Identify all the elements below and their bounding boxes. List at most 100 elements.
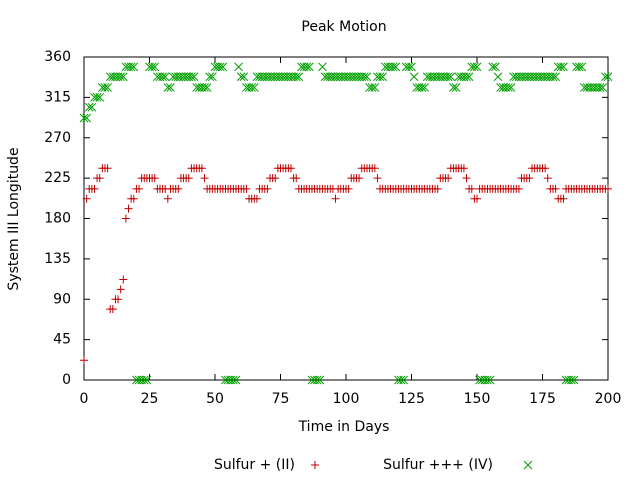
data-point: [559, 194, 568, 203]
data-point: [407, 62, 416, 72]
data-point: [577, 62, 587, 72]
x-tick-label: 50: [206, 391, 224, 407]
data-point: [114, 295, 123, 304]
data-point: [184, 174, 193, 183]
data-point: [234, 62, 243, 72]
x-tick-label: 0: [80, 391, 89, 407]
data-point: [150, 174, 159, 183]
data-point: [595, 83, 605, 92]
data-point: [504, 83, 513, 92]
x-tick-label: 100: [333, 391, 360, 407]
data-point: [163, 194, 172, 203]
data-point: [80, 356, 88, 365]
data-point: [604, 184, 612, 193]
legend-label: Sulfur +++ (IV): [383, 457, 493, 473]
data-point: [470, 62, 479, 72]
data-point: [103, 164, 112, 173]
y-tick-label: 225: [44, 170, 71, 186]
data-point: [569, 375, 579, 385]
data-point: [158, 72, 167, 82]
data-point: [139, 375, 149, 385]
data-point: [294, 72, 304, 82]
data-point: [100, 83, 110, 92]
data-point: [147, 62, 157, 72]
x-tick-label: 25: [141, 391, 159, 407]
data-point: [388, 62, 398, 72]
data-point: [355, 174, 364, 183]
data-point: [126, 62, 136, 72]
data-point: [95, 93, 105, 102]
data-point: [370, 164, 379, 173]
data-point: [291, 72, 301, 82]
y-tick-label: 45: [53, 332, 71, 348]
data-point: [252, 194, 261, 203]
data-point: [556, 62, 566, 72]
data-point: [236, 72, 246, 82]
data-point: [378, 72, 388, 82]
data-point: [200, 174, 209, 183]
data-point: [444, 174, 453, 183]
y-tick-label: 135: [44, 251, 71, 267]
x-tick-label: 125: [398, 391, 425, 407]
data-point: [451, 83, 461, 92]
data-point: [187, 72, 196, 82]
data-point: [525, 174, 534, 183]
data-point: [197, 164, 206, 173]
data-point: [116, 285, 125, 294]
data-point: [559, 62, 568, 72]
data-point: [121, 214, 130, 223]
data-point: [459, 164, 468, 173]
data-point: [263, 184, 272, 193]
data-point: [166, 83, 175, 92]
y-axis-label: System III Longitude: [6, 147, 22, 290]
data-point: [200, 83, 209, 92]
data-point: [247, 83, 257, 92]
y-tick-label: 360: [44, 49, 71, 65]
data-point: [95, 174, 104, 183]
data-point: [362, 72, 372, 82]
data-point: [449, 83, 458, 92]
data-point: [433, 184, 442, 193]
data-point: [551, 184, 560, 193]
data-point: [399, 375, 408, 385]
data-point: [129, 62, 139, 72]
data-point: [124, 204, 133, 213]
data-point: [108, 305, 117, 314]
data-point: [543, 174, 552, 183]
x-axis-label: Time in Days: [298, 419, 390, 435]
data-point: [118, 72, 128, 82]
data-point: [208, 72, 217, 82]
data-point: [79, 113, 89, 123]
data-point: [312, 375, 322, 385]
data-point: [228, 375, 238, 385]
data-point: [375, 72, 385, 82]
data-point: [483, 375, 492, 385]
data-point: [446, 72, 456, 82]
data-point: [367, 83, 377, 92]
data-point: [417, 83, 427, 92]
y-tick-label: 0: [62, 372, 71, 388]
legend-label: Sulfur + (II): [214, 457, 295, 473]
data-point: [506, 83, 516, 92]
data-point: [490, 62, 500, 72]
data-point: [231, 375, 241, 385]
data-point: [82, 194, 91, 203]
data-point: [218, 62, 228, 72]
data-point: [370, 83, 380, 92]
x-tick-label: 200: [595, 391, 622, 407]
data-point: [373, 174, 382, 183]
y-tick-label: 180: [44, 211, 71, 227]
data-point: [129, 194, 138, 203]
data-point: [84, 102, 94, 112]
data-point: [205, 72, 215, 82]
data-point: [391, 62, 401, 72]
data-point: [215, 62, 225, 72]
data-point: [467, 184, 476, 193]
data-point: [302, 62, 312, 72]
data-point: [443, 72, 453, 82]
data-point: [163, 83, 173, 92]
data-point: [462, 174, 471, 183]
x-tick-label: 150: [464, 391, 491, 407]
data-point: [160, 72, 170, 82]
data-point: [601, 72, 610, 82]
